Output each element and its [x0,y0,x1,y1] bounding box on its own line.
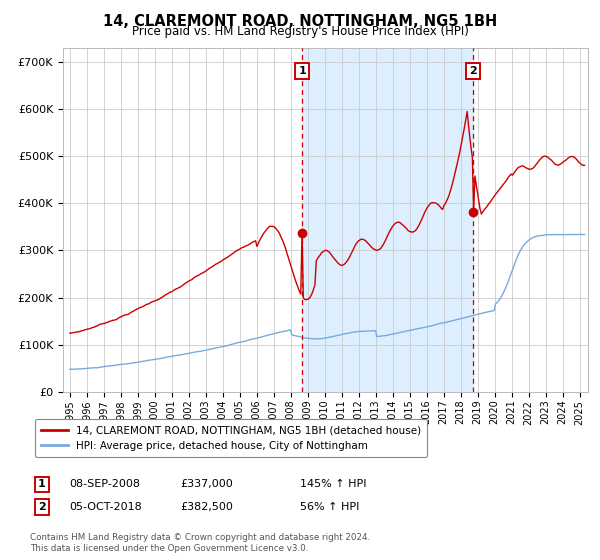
Text: 2: 2 [38,502,46,512]
Text: 1: 1 [38,479,46,489]
Text: 14, CLAREMONT ROAD, NOTTINGHAM, NG5 1BH: 14, CLAREMONT ROAD, NOTTINGHAM, NG5 1BH [103,14,497,29]
Text: 56% ↑ HPI: 56% ↑ HPI [300,502,359,512]
Text: 05-OCT-2018: 05-OCT-2018 [69,502,142,512]
Text: Price paid vs. HM Land Registry's House Price Index (HPI): Price paid vs. HM Land Registry's House … [131,25,469,38]
Bar [302,48,473,392]
Text: 145% ↑ HPI: 145% ↑ HPI [300,479,367,489]
Text: Contains HM Land Registry data © Crown copyright and database right 2024.
This d: Contains HM Land Registry data © Crown c… [30,533,370,553]
Text: 08-SEP-2008: 08-SEP-2008 [69,479,140,489]
Text: £337,000: £337,000 [180,479,233,489]
Text: 2: 2 [469,66,477,76]
Text: 1: 1 [299,66,306,76]
Text: £382,500: £382,500 [180,502,233,512]
Legend: 14, CLAREMONT ROAD, NOTTINGHAM, NG5 1BH (detached house), HPI: Average price, de: 14, CLAREMONT ROAD, NOTTINGHAM, NG5 1BH … [35,419,427,457]
